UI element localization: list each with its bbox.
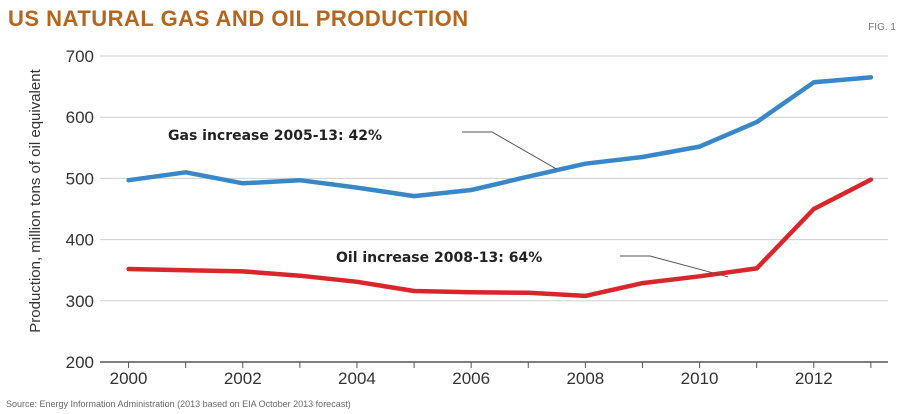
oil-annotation-leader — [620, 255, 729, 278]
x-axis: 2000 2002 2004 2006 2008 2010 2012 — [100, 361, 888, 388]
gas-annotation-label: Gas increase 2005-13: 42% — [168, 128, 382, 144]
annotations: Gas increase 2005-13: 42% Oil increase 20… — [168, 128, 729, 278]
x-tick-label: 2008 — [566, 369, 604, 388]
x-tick-label: 2002 — [224, 369, 262, 388]
y-tick-label: 400 — [66, 231, 94, 250]
y-tick-label: 700 — [66, 47, 94, 66]
gridlines — [100, 55, 888, 302]
x-tick-label: 2006 — [452, 369, 490, 388]
figure-label: FIG. 1 — [868, 22, 896, 33]
oil-annotation-label: Oil increase 2008-13: 64% — [336, 250, 542, 266]
x-tick-label: 2000 — [110, 369, 148, 388]
chart-title: US NATURAL GAS AND OIL PRODUCTION — [8, 6, 469, 31]
y-axis: 200 300 400 500 600 700 — [66, 47, 94, 372]
source-note: Source: Energy Information Administratio… — [6, 399, 351, 409]
x-tick-label: 2012 — [795, 369, 833, 388]
y-tick-label: 500 — [66, 169, 94, 188]
y-tick-label: 300 — [66, 292, 94, 311]
oil-series-line — [126, 177, 874, 299]
x-tick-label: 2004 — [338, 369, 376, 388]
x-tick-label: 2010 — [681, 369, 719, 388]
y-axis-label: Production, million tons of oil equivale… — [27, 68, 44, 332]
series-lines — [126, 75, 874, 299]
gas-annotation-leader — [462, 131, 558, 170]
y-tick-label: 600 — [66, 108, 94, 127]
y-tick-label: 200 — [66, 353, 94, 372]
gas-series-line — [126, 75, 874, 199]
